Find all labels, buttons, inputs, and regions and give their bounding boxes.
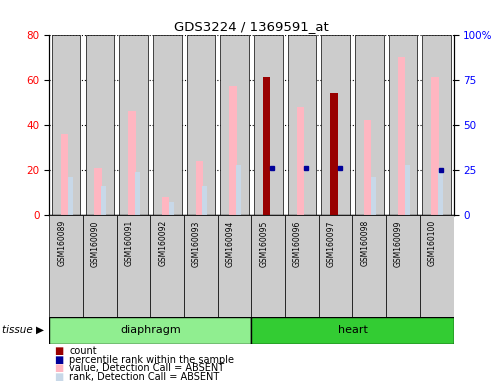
Bar [102,186,106,215]
Bar [386,215,420,317]
Text: tissue ▶: tissue ▶ [2,325,44,335]
Text: GSM160095: GSM160095 [259,220,268,266]
Text: ■: ■ [55,363,64,373]
Bar [330,93,338,215]
Bar [251,215,285,317]
Bar [203,186,208,215]
Bar [153,35,181,215]
Bar [355,35,384,215]
Bar [398,57,405,215]
Bar [85,35,114,215]
Bar [186,35,215,215]
Bar [196,161,203,215]
Text: GSM160096: GSM160096 [293,220,302,266]
Bar [388,35,418,215]
Bar [236,166,241,215]
Bar [405,166,410,215]
Bar [218,215,251,317]
Bar [52,35,80,215]
Bar [68,177,72,215]
Bar [184,215,218,317]
Bar [169,202,174,215]
Text: percentile rank within the sample: percentile rank within the sample [69,355,234,365]
Bar [364,120,371,215]
Text: ■: ■ [55,355,64,365]
Bar [285,215,319,317]
Text: GSM160098: GSM160098 [360,220,369,266]
Bar [95,168,102,215]
Text: GSM160099: GSM160099 [394,220,403,266]
Bar [321,35,350,215]
Bar [319,215,352,317]
Text: GSM160092: GSM160092 [158,220,167,266]
Text: GSM160093: GSM160093 [192,220,201,266]
Title: GDS3224 / 1369591_at: GDS3224 / 1369591_at [174,20,329,33]
Bar [128,111,136,215]
Bar [251,317,454,344]
Text: GSM160100: GSM160100 [428,220,437,266]
Bar [438,170,443,215]
Text: GSM160094: GSM160094 [226,220,235,266]
Text: ■: ■ [55,346,64,356]
Bar [423,35,451,215]
Bar [49,215,83,317]
Bar [254,35,282,215]
Bar [220,35,249,215]
Bar [297,107,304,215]
Text: ■: ■ [55,372,64,382]
Bar [61,134,68,215]
Bar [150,215,184,317]
Text: count: count [69,346,97,356]
Bar [371,177,376,215]
Text: GSM160089: GSM160089 [57,220,66,266]
Bar [420,215,454,317]
Bar [49,317,251,344]
Bar [431,78,439,215]
Bar [119,35,148,215]
Text: heart: heart [338,325,367,335]
Text: value, Detection Call = ABSENT: value, Detection Call = ABSENT [69,363,224,373]
Bar [162,197,169,215]
Text: GSM160091: GSM160091 [125,220,134,266]
Text: GSM160097: GSM160097 [327,220,336,266]
Bar [352,215,386,317]
Text: rank, Detection Call = ABSENT: rank, Detection Call = ABSENT [69,372,219,382]
Bar [287,35,317,215]
Bar [135,172,140,215]
Text: GSM160090: GSM160090 [91,220,100,266]
Bar [263,78,270,215]
Bar [117,215,150,317]
Bar [83,215,117,317]
Text: diaphragm: diaphragm [120,325,181,335]
Bar [229,86,237,215]
